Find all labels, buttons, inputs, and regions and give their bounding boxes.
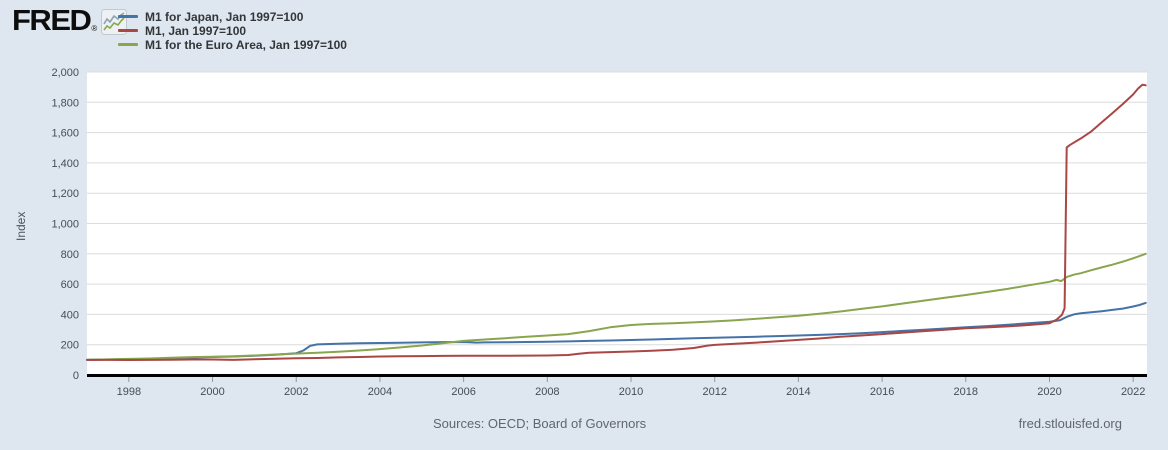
legend-label-us-m1: M1, Jan 1997=100 [145, 23, 247, 38]
x-tick-label: 2000 [200, 386, 224, 398]
y-tick-label: 1,600 [51, 128, 79, 140]
legend-item-euro-area: M1 for the Euro Area, Jan 1997=100 [118, 37, 347, 52]
x-tick-label: 2020 [1037, 386, 1061, 398]
y-tick-label: 1,800 [51, 97, 79, 109]
x-tick-label: 2018 [954, 386, 978, 398]
x-tick-label: 2002 [284, 386, 308, 398]
x-tick-label: 2016 [870, 386, 894, 398]
fred-site-link[interactable]: fred.stlouisfed.org [1018, 416, 1122, 431]
chart-legend: M1 for Japan, Jan 1997=100 M1, Jan 1997=… [118, 9, 347, 52]
y-tick-label: 800 [61, 249, 79, 261]
legend-label-euro-area: M1 for the Euro Area, Jan 1997=100 [145, 37, 347, 52]
x-tick-label: 2008 [535, 386, 559, 398]
chart-plot: 0 200 400 600 800 1,000 1,200 1,400 1,600 1,800 2,… [51, 67, 1147, 398]
x-axis-line [87, 374, 1147, 377]
y-tick-label: 600 [61, 279, 79, 291]
y-tick-label: 200 [61, 340, 79, 352]
x-tick-label: 2022 [1121, 386, 1145, 398]
x-tick-label: 1998 [117, 386, 141, 398]
x-tick-label: 2010 [619, 386, 643, 398]
sources-note: Sources: OECD; Board of Governors [433, 416, 647, 431]
series-line-2 [86, 252, 1147, 361]
fred-logo-text: FRED [12, 4, 92, 37]
legend-swatch-euro-area [118, 43, 138, 46]
x-tick-label: 2012 [702, 386, 726, 398]
legend-swatch-japan [118, 15, 138, 18]
y-tick-label: 1,200 [51, 188, 79, 200]
x-tick-label: 2006 [451, 386, 475, 398]
legend-label-japan: M1 for Japan, Jan 1997=100 [145, 9, 304, 24]
registered-trademark-symbol: ® [91, 24, 98, 33]
legend-item-us-m1: M1, Jan 1997=100 [118, 23, 347, 38]
y-tick-label: 1,000 [51, 219, 79, 231]
y-tick-label: 1,400 [51, 158, 79, 170]
legend-item-japan: M1 for Japan, Jan 1997=100 [118, 9, 347, 24]
x-tick-label: 2004 [368, 386, 392, 398]
x-tick-label: 2014 [786, 386, 810, 398]
y-tick-label: 0 [73, 370, 79, 382]
legend-swatch-us-m1 [118, 29, 138, 32]
y-tick-label: 2,000 [51, 67, 79, 79]
y-tick-label: 400 [61, 309, 79, 321]
series-line-1 [86, 83, 1147, 361]
